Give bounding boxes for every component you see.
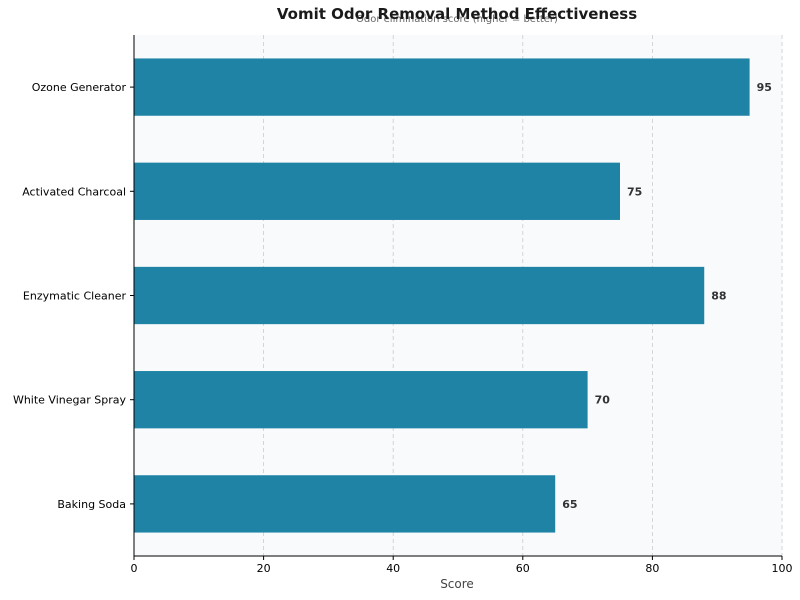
x-tick-label: 80 — [645, 562, 659, 575]
chart-subtitle: Odor elimination score (higher = better) — [356, 14, 558, 25]
value-label: 95 — [757, 81, 772, 94]
bar — [134, 475, 556, 533]
value-label: 65 — [562, 498, 577, 511]
category-label: White Vinegar Spray — [13, 394, 127, 407]
data-labels: 95 75 88 70 65 — [562, 81, 772, 511]
bar — [134, 266, 705, 325]
x-axis-ticks: 0 20 40 60 80 100 — [131, 556, 793, 575]
category-label: Activated Charcoal — [22, 185, 126, 198]
x-tick-label: 100 — [772, 562, 793, 575]
x-tick-label: 60 — [516, 562, 530, 575]
x-tick-label: 40 — [386, 562, 400, 575]
category-label: Baking Soda — [57, 498, 126, 511]
chart-title: Vomit Odor Removal Method Effectiveness — [277, 5, 637, 23]
category-label: Ozone Generator — [32, 81, 127, 94]
value-label: 88 — [711, 290, 726, 303]
bar — [134, 162, 620, 220]
x-tick-label: 0 — [131, 562, 138, 575]
bars — [134, 58, 750, 533]
x-tick-label: 20 — [257, 562, 271, 575]
value-label: 70 — [595, 394, 611, 407]
category-label: Enzymatic Cleaner — [23, 290, 127, 303]
bar — [134, 58, 750, 116]
x-axis-label: Score — [440, 577, 474, 591]
bar — [134, 371, 588, 429]
value-label: 75 — [627, 185, 642, 198]
category-labels: Ozone Generator Activated Charcoal Enzymat… — [13, 81, 134, 511]
